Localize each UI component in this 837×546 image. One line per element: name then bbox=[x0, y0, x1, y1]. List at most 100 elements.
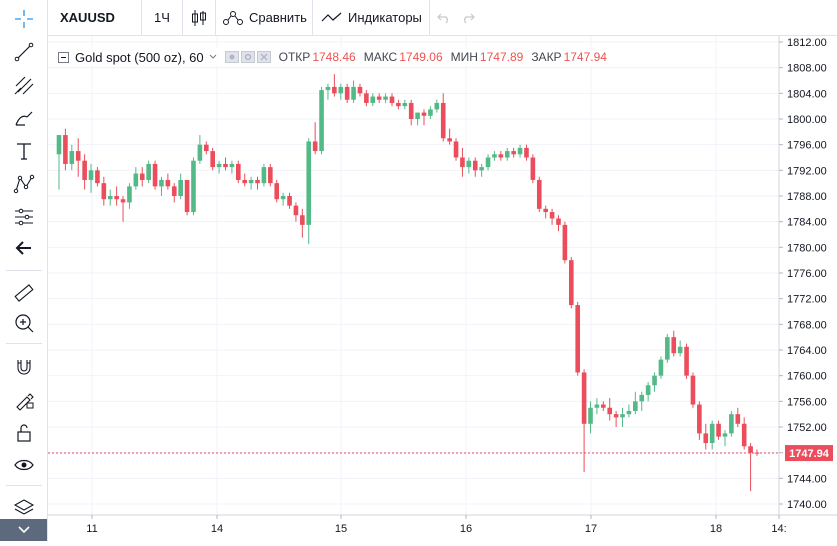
lock-all-tool[interactable] bbox=[10, 419, 38, 447]
x-tick-label: 18 bbox=[710, 523, 722, 535]
sidebar-divider bbox=[6, 485, 42, 486]
candle-body bbox=[434, 102, 440, 110]
remove-series-icon[interactable] bbox=[256, 51, 271, 63]
toolbar-divider bbox=[182, 0, 183, 35]
candle-body bbox=[460, 157, 465, 168]
candle-body bbox=[139, 173, 145, 180]
candle-body bbox=[203, 144, 209, 152]
toolbar-divider bbox=[312, 0, 313, 35]
text-tool[interactable] bbox=[10, 137, 38, 165]
candle-body bbox=[178, 179, 183, 196]
candle-body bbox=[300, 215, 305, 225]
candle-body bbox=[56, 135, 62, 155]
candle-body bbox=[357, 86, 363, 94]
brush-tool[interactable] bbox=[10, 104, 38, 132]
candle-body bbox=[75, 151, 81, 161]
candle-body bbox=[447, 138, 452, 142]
y-tick-label: 1760.00 bbox=[787, 371, 827, 383]
candle-body bbox=[82, 160, 87, 180]
candle-body bbox=[562, 224, 568, 261]
fib-tool[interactable] bbox=[10, 71, 38, 99]
interval-button[interactable]: 1Ч bbox=[142, 0, 182, 35]
candle-body bbox=[530, 157, 536, 180]
candle-body bbox=[146, 163, 151, 180]
y-tick-label: 1772.00 bbox=[787, 294, 827, 306]
crosshair-tool[interactable] bbox=[10, 5, 38, 33]
series-menu-icon[interactable] bbox=[209, 54, 217, 60]
candle-body bbox=[543, 208, 548, 213]
candle-body bbox=[472, 160, 478, 171]
indicators-label: Индикаторы bbox=[348, 10, 422, 25]
ruler-tool[interactable] bbox=[10, 279, 38, 307]
price-axis[interactable]: 1812.00 1808.00 1804.00 1800.00 1796.00 1792.… bbox=[779, 37, 827, 511]
candle-body bbox=[684, 346, 689, 376]
indicators-button[interactable]: Индикаторы bbox=[313, 0, 429, 35]
candle-body bbox=[639, 394, 645, 402]
undo-button[interactable] bbox=[434, 0, 454, 35]
redo-button[interactable] bbox=[458, 0, 478, 35]
time-axis[interactable]: 11 14 15 16 17 18 14: bbox=[86, 515, 787, 535]
candle-body bbox=[191, 160, 196, 213]
layers-icon bbox=[13, 499, 35, 515]
lock-drawing-tool[interactable] bbox=[10, 386, 38, 414]
candle-body bbox=[133, 173, 139, 187]
chart-pane[interactable]: 1812.00 1808.00 1804.00 1800.00 1796.00 1792.… bbox=[48, 36, 837, 541]
collapse-legend-icon[interactable] bbox=[58, 51, 69, 63]
sidebar-divider bbox=[6, 343, 42, 344]
pattern-tool[interactable] bbox=[10, 170, 38, 198]
ruler-icon bbox=[14, 284, 34, 302]
candle-body bbox=[268, 167, 273, 184]
candle-body bbox=[287, 196, 292, 206]
collapse-toolbar-button[interactable] bbox=[0, 519, 47, 541]
candle-body bbox=[255, 179, 260, 184]
candle-body bbox=[588, 407, 593, 424]
toolbar-divider bbox=[215, 0, 216, 35]
candle-body bbox=[709, 423, 715, 444]
back-tool[interactable] bbox=[10, 234, 38, 262]
high-value: 1749.06 bbox=[399, 50, 443, 64]
y-tick-label: 1784.00 bbox=[787, 217, 827, 229]
series-settings-icon[interactable] bbox=[240, 51, 255, 63]
y-tick-label: 1768.00 bbox=[787, 319, 827, 331]
candle-body bbox=[383, 96, 388, 100]
candle-body bbox=[620, 414, 625, 418]
candle-body bbox=[312, 141, 318, 152]
fib-icon bbox=[14, 76, 34, 95]
candle-body bbox=[306, 141, 312, 225]
candle-body bbox=[440, 102, 446, 139]
candle-body bbox=[697, 404, 702, 434]
trend-line-tool[interactable] bbox=[10, 38, 38, 66]
layers-tool[interactable] bbox=[10, 494, 38, 522]
y-tick-label: 1764.00 bbox=[787, 345, 827, 357]
candle-body bbox=[274, 183, 280, 200]
hide-series-icon[interactable] bbox=[224, 51, 239, 63]
compare-button[interactable]: Сравнить bbox=[216, 0, 312, 35]
undo-icon bbox=[437, 13, 448, 23]
candle-body bbox=[492, 154, 497, 158]
candle-body bbox=[159, 179, 164, 187]
lock-drawing-icon bbox=[16, 393, 34, 411]
y-tick-label: 1792.00 bbox=[787, 165, 827, 177]
open-value: 1748.46 bbox=[312, 50, 356, 64]
zoom-in-tool[interactable] bbox=[10, 309, 38, 337]
visibility-tool[interactable] bbox=[10, 451, 38, 479]
candle-body bbox=[735, 414, 741, 424]
candle-body bbox=[453, 141, 459, 158]
series-title[interactable]: Gold spot (500 oz), 60 bbox=[75, 49, 204, 65]
sidebar-divider bbox=[6, 270, 42, 271]
x-tick-label: 16 bbox=[460, 523, 472, 535]
y-tick-label: 1780.00 bbox=[787, 242, 827, 254]
measure-tool[interactable] bbox=[10, 203, 38, 231]
symbol-search[interactable]: XAUUSD bbox=[60, 0, 140, 35]
candle-body bbox=[415, 112, 420, 119]
price-chart[interactable]: 1812.00 1808.00 1804.00 1800.00 1796.00 1792.… bbox=[48, 36, 837, 541]
magnet-tool[interactable] bbox=[10, 353, 38, 381]
candle-body bbox=[120, 199, 126, 203]
candle-body bbox=[344, 86, 350, 100]
chart-type-button[interactable] bbox=[183, 0, 215, 35]
candle-body bbox=[581, 372, 587, 424]
candle-body bbox=[63, 135, 68, 164]
candle-body bbox=[524, 147, 529, 158]
candle-body bbox=[421, 112, 427, 116]
trend-line-icon bbox=[14, 42, 34, 62]
